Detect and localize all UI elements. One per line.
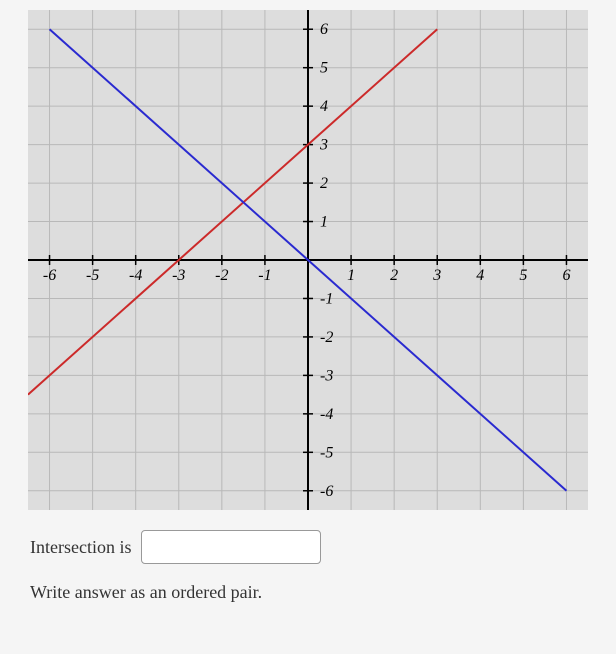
x-axis-label: -5 — [86, 267, 99, 284]
question-area: Intersection is Write answer as an order… — [0, 510, 616, 623]
x-axis-label: -4 — [129, 267, 142, 284]
y-axis-label: 4 — [320, 98, 328, 115]
y-axis-label: 6 — [320, 21, 328, 38]
y-axis-label: -6 — [320, 483, 333, 500]
x-axis-label: -3 — [172, 267, 185, 284]
x-axis-label: 3 — [432, 267, 441, 284]
graph-svg: -6 -5 -4 -3 -2 -1 1 2 3 4 5 6 6 5 4 3 2 1 -1 -2 -3 -4 -5 -6 — [28, 10, 588, 510]
x-axis-label: -2 — [215, 267, 228, 284]
prompt-line: Intersection is — [30, 530, 586, 564]
x-axis-label: 1 — [347, 267, 355, 284]
y-axis-label: -3 — [320, 367, 333, 384]
y-axis-label: -2 — [320, 329, 333, 346]
coordinate-graph: -6 -5 -4 -3 -2 -1 1 2 3 4 5 6 6 5 4 3 2 1 -1 -2 -3 -4 -5 -6 — [28, 10, 588, 510]
y-axis-label: 1 — [320, 214, 328, 231]
y-axis-label: -4 — [320, 406, 333, 423]
instruction-text: Write answer as an ordered pair. — [30, 582, 586, 603]
x-axis-label: 4 — [476, 267, 484, 284]
y-axis-label: 2 — [320, 175, 328, 192]
y-axis-label: 5 — [320, 60, 328, 77]
answer-input[interactable] — [141, 530, 321, 564]
y-axis-label: -5 — [320, 444, 333, 461]
prompt-label: Intersection is — [30, 537, 131, 558]
x-axis-label: 6 — [562, 267, 570, 284]
x-axis-label: -6 — [43, 267, 56, 284]
x-axis-label: -1 — [258, 267, 271, 284]
y-axis-label: 3 — [319, 137, 328, 154]
x-axis-label: 2 — [390, 267, 398, 284]
x-axis-label: 5 — [519, 267, 527, 284]
y-axis-label: -1 — [320, 290, 333, 307]
